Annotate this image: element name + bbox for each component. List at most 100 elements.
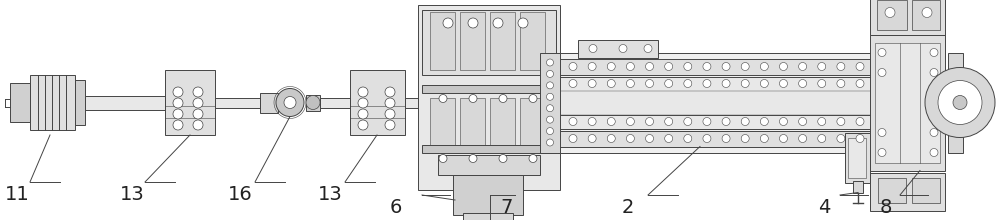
Bar	[540, 53, 560, 152]
Text: 2: 2	[622, 198, 634, 217]
Circle shape	[703, 117, 711, 125]
Circle shape	[276, 88, 304, 117]
Circle shape	[779, 62, 787, 70]
Circle shape	[818, 62, 826, 70]
Circle shape	[469, 154, 477, 163]
Circle shape	[589, 44, 597, 53]
Bar	[438, 155, 540, 175]
Bar	[85, 95, 165, 110]
Bar	[558, 53, 875, 152]
Circle shape	[546, 93, 554, 100]
Circle shape	[546, 139, 554, 146]
Bar	[405, 97, 420, 108]
Circle shape	[684, 79, 692, 88]
Bar	[490, 12, 515, 70]
Text: 13: 13	[318, 185, 343, 204]
Circle shape	[878, 148, 886, 156]
Bar	[520, 12, 545, 70]
Circle shape	[878, 68, 886, 77]
Bar	[418, 5, 560, 190]
Circle shape	[385, 109, 395, 119]
Circle shape	[799, 62, 807, 70]
Circle shape	[358, 98, 368, 108]
Circle shape	[646, 134, 654, 143]
Bar	[558, 59, 875, 75]
Bar	[422, 145, 556, 152]
Circle shape	[588, 62, 596, 70]
Circle shape	[626, 62, 634, 70]
Bar	[912, 0, 940, 29]
Circle shape	[173, 109, 183, 119]
Bar	[215, 97, 260, 108]
Bar	[453, 175, 523, 215]
Circle shape	[546, 116, 554, 123]
Circle shape	[818, 79, 826, 88]
Circle shape	[760, 134, 768, 143]
Circle shape	[878, 128, 886, 136]
Circle shape	[385, 98, 395, 108]
Circle shape	[799, 117, 807, 125]
Circle shape	[779, 134, 787, 143]
Circle shape	[499, 95, 507, 103]
Circle shape	[779, 79, 787, 88]
Circle shape	[925, 68, 995, 138]
Bar	[578, 40, 658, 57]
Circle shape	[385, 87, 395, 97]
Circle shape	[443, 18, 453, 28]
Circle shape	[703, 79, 711, 88]
Circle shape	[546, 128, 554, 135]
Circle shape	[173, 87, 183, 97]
Circle shape	[193, 98, 203, 108]
Bar	[30, 75, 75, 130]
Circle shape	[569, 134, 577, 143]
Circle shape	[665, 117, 673, 125]
Circle shape	[930, 68, 938, 77]
Circle shape	[760, 79, 768, 88]
Bar	[460, 12, 485, 70]
Circle shape	[284, 97, 296, 108]
Circle shape	[930, 48, 938, 57]
Circle shape	[922, 7, 932, 18]
Bar	[877, 0, 907, 29]
Circle shape	[684, 117, 692, 125]
Bar	[948, 53, 963, 152]
Bar	[558, 77, 875, 90]
Circle shape	[607, 117, 615, 125]
Bar	[260, 92, 278, 112]
Circle shape	[644, 44, 652, 53]
Circle shape	[760, 117, 768, 125]
Text: 13: 13	[120, 185, 145, 204]
Bar	[870, 0, 945, 35]
Circle shape	[493, 18, 503, 28]
Bar	[165, 70, 215, 135]
Circle shape	[646, 62, 654, 70]
Circle shape	[358, 87, 368, 97]
Text: 4: 4	[818, 198, 830, 217]
Circle shape	[818, 134, 826, 143]
Bar	[422, 84, 556, 92]
Circle shape	[930, 128, 938, 136]
Bar	[350, 70, 405, 135]
Circle shape	[607, 134, 615, 143]
Bar	[490, 97, 515, 147]
Circle shape	[799, 79, 807, 88]
Circle shape	[546, 59, 554, 66]
Bar	[878, 178, 906, 202]
Text: 6: 6	[390, 198, 402, 217]
Circle shape	[837, 62, 845, 70]
Bar	[460, 97, 485, 147]
Circle shape	[646, 117, 654, 125]
Circle shape	[588, 117, 596, 125]
Bar	[430, 97, 455, 147]
Bar	[870, 35, 945, 170]
Bar	[306, 95, 320, 110]
Circle shape	[856, 117, 864, 125]
Bar	[558, 90, 875, 114]
Circle shape	[684, 62, 692, 70]
Bar	[853, 180, 863, 192]
Circle shape	[646, 79, 654, 88]
Text: 11: 11	[5, 185, 30, 204]
Circle shape	[385, 120, 395, 130]
Circle shape	[607, 79, 615, 88]
Circle shape	[837, 79, 845, 88]
